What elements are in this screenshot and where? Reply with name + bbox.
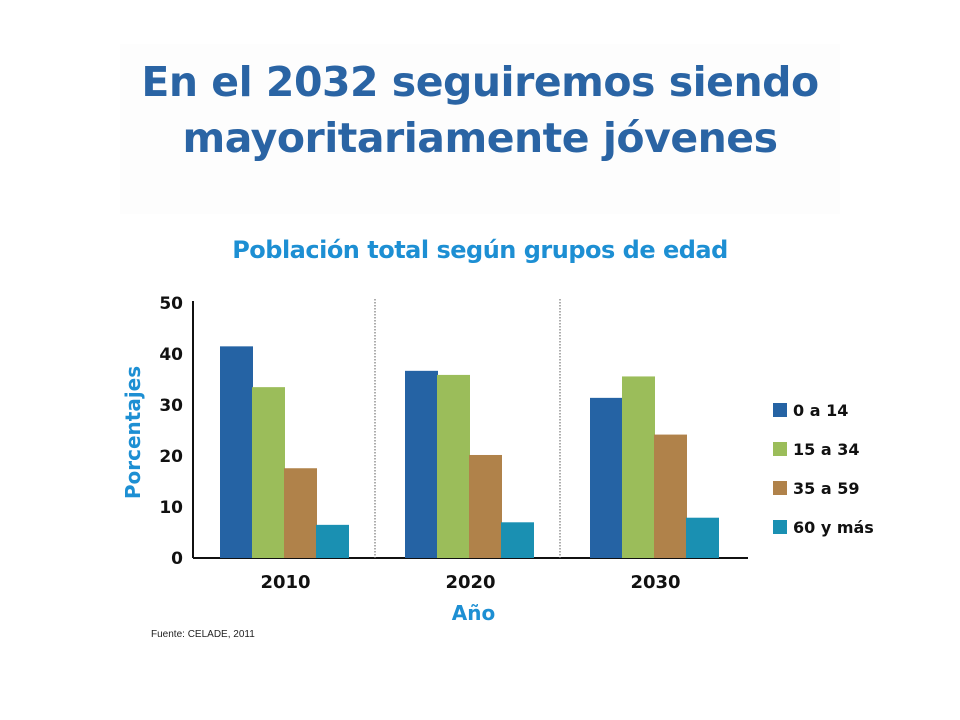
y-axis-label: Porcentajes [121,366,145,499]
x-axis-label: Año [452,601,495,625]
y-tick-label: 40 [159,345,183,365]
bar [405,370,438,558]
bar [437,374,470,558]
source-note: Fuente: CELADE, 2011 [151,629,255,640]
y-tick-label: 50 [159,294,183,314]
legend-label: 0 a 14 [793,401,848,420]
legend-swatch [773,403,787,417]
legend-swatch [773,520,787,534]
slide-title: En el 2032 seguiremos siendo mayoritaria… [0,54,960,166]
x-tick-label: 2030 [630,572,680,593]
y-tick-label: 30 [159,396,183,416]
slide-title-line1: En el 2032 seguiremos siendo [141,58,819,106]
bar [220,346,253,558]
chart-title: Población total según grupos de edad [232,236,728,264]
legend-swatch [773,442,787,456]
legend-swatch [773,481,787,495]
bar [501,522,534,558]
title-background [120,44,840,214]
y-tick-label: 20 [159,447,183,467]
legend-label: 35 a 59 [793,479,859,498]
slide-title-line2: mayoritariamente jóvenes [182,114,778,162]
bar [316,524,349,558]
legend-label: 15 a 34 [793,440,859,459]
bar [590,397,623,558]
y-tick-label: 0 [171,549,183,569]
bar [252,387,285,558]
bar [654,434,687,558]
x-tick-label: 2010 [260,572,310,593]
bar [622,376,655,558]
x-tick-label: 2020 [445,572,495,593]
legend-label: 60 y más [793,518,874,537]
bar [686,517,719,558]
y-tick-label: 10 [159,498,183,518]
bar [284,468,317,558]
bar [469,454,502,558]
